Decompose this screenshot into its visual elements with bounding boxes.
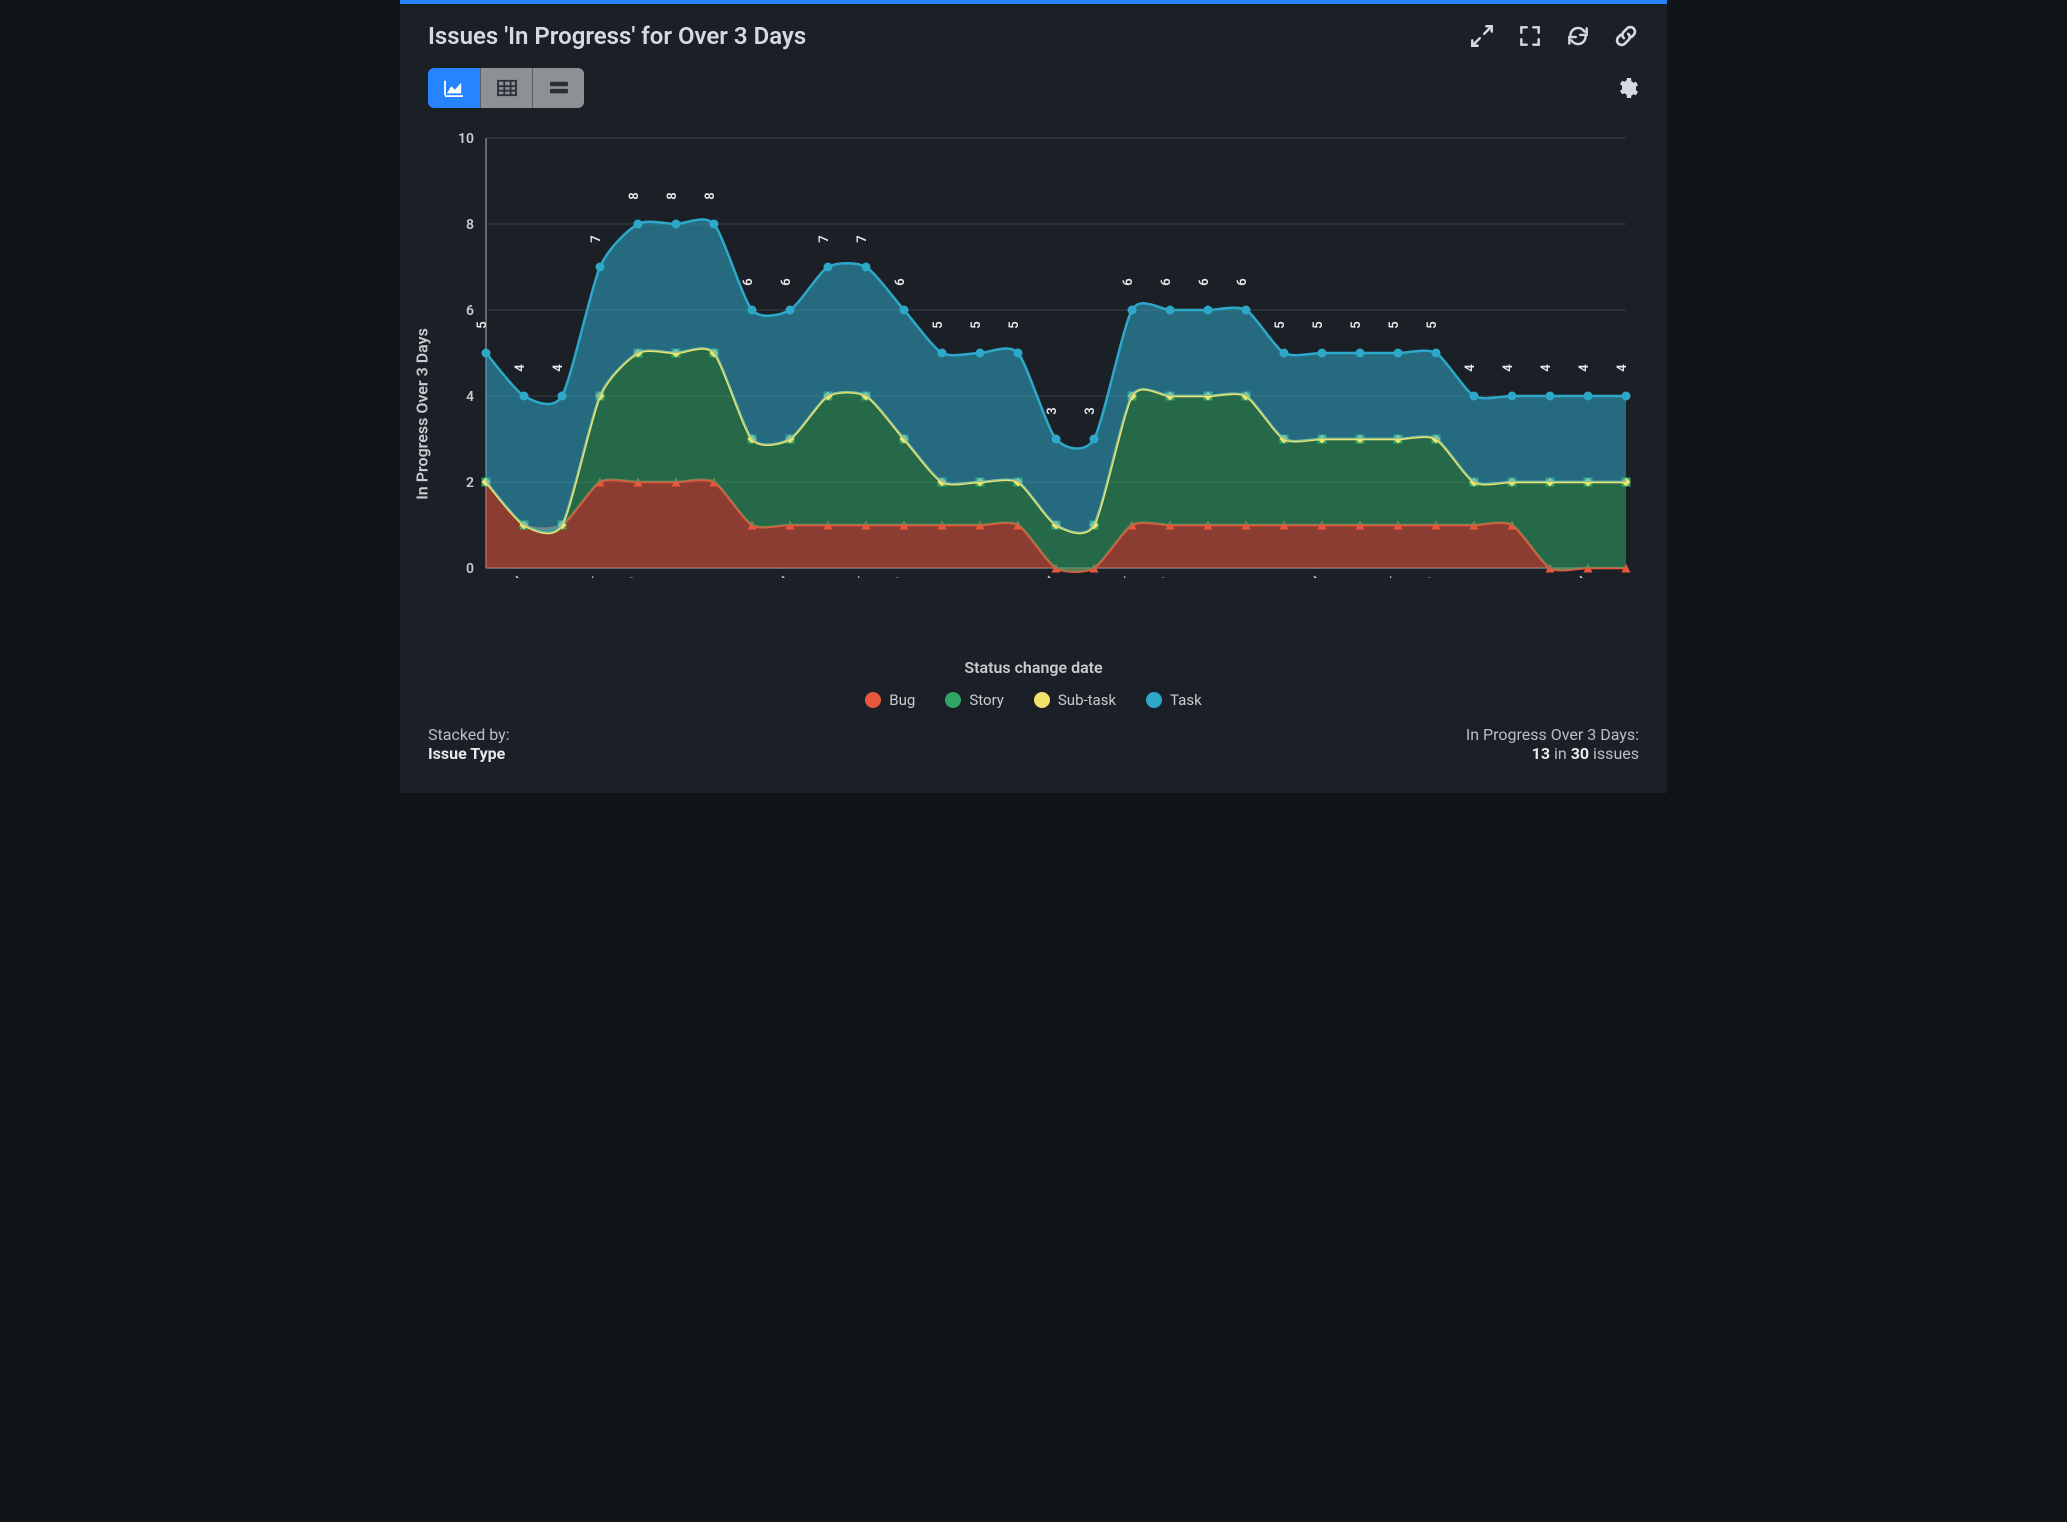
svg-text:5: 5 xyxy=(969,321,984,328)
svg-text:4: 4 xyxy=(513,364,528,372)
svg-text:Jul 26, Fri: Jul 26, Fri xyxy=(1350,574,1401,578)
y-axis-title: In Progress Over 3 Days xyxy=(413,328,432,500)
legend-swatch xyxy=(1034,692,1050,708)
stacked-by-value: Issue Type xyxy=(428,744,505,763)
summary-total: 30 xyxy=(1571,744,1589,763)
stacked-area-chart[interactable]: 02468105447888667765553366665555544444Ju… xyxy=(428,118,1636,578)
summary-block: In Progress Over 3 Days: 13 in 30 issues xyxy=(1466,725,1639,763)
panel-footer: Stacked by: Issue Type In Progress Over … xyxy=(400,709,1667,763)
svg-text:7: 7 xyxy=(855,235,870,242)
svg-text:5: 5 xyxy=(1007,321,1022,328)
svg-text:6: 6 xyxy=(1235,278,1250,285)
legend-label: Bug xyxy=(889,691,915,709)
svg-text:Jul 4, Thu: Jul 4, Thu xyxy=(514,574,565,578)
svg-text:4: 4 xyxy=(1501,364,1516,372)
table-icon xyxy=(496,79,518,97)
svg-text:Jul 19, Fri: Jul 19, Fri xyxy=(1084,574,1135,578)
svg-text:5: 5 xyxy=(1387,321,1402,328)
svg-text:5: 5 xyxy=(475,321,490,328)
svg-text:Jul 5, Fri: Jul 5, Fri xyxy=(557,574,603,578)
summary-count: 13 xyxy=(1532,744,1550,763)
chart-legend: Bug Story Sub-task Task xyxy=(428,691,1639,709)
svg-text:0: 0 xyxy=(466,561,474,577)
stacked-by-label: Stacked by: xyxy=(428,725,510,744)
svg-text:3: 3 xyxy=(1083,407,1098,414)
svg-text:5: 5 xyxy=(931,321,946,328)
svg-text:8: 8 xyxy=(627,192,642,199)
svg-text:4: 4 xyxy=(466,389,474,405)
legend-swatch xyxy=(1146,692,1162,708)
svg-text:Jul 2, Tue: Jul 2, Tue xyxy=(439,574,489,578)
svg-text:4: 4 xyxy=(1577,364,1592,372)
svg-text:6: 6 xyxy=(1197,278,1212,285)
legend-swatch xyxy=(945,692,961,708)
svg-text:4: 4 xyxy=(1539,364,1554,372)
svg-text:3: 3 xyxy=(1045,407,1060,414)
svg-text:6: 6 xyxy=(741,278,756,285)
svg-text:6: 6 xyxy=(893,278,908,285)
svg-text:5: 5 xyxy=(1311,321,1326,328)
summary-suffix: issues xyxy=(1589,744,1639,763)
legend-swatch xyxy=(865,692,881,708)
svg-text:8: 8 xyxy=(665,192,680,199)
svg-text:8: 8 xyxy=(703,192,718,199)
svg-text:Jul 7, Sun: Jul 7, Sun xyxy=(628,574,679,578)
legend-label: Sub-task xyxy=(1058,691,1116,709)
chart-container: In Progress Over 3 Days 0246810544788866… xyxy=(428,118,1639,709)
svg-text:5: 5 xyxy=(1425,321,1440,328)
svg-text:6: 6 xyxy=(1121,278,1136,285)
legend-item-sub-task[interactable]: Sub-task xyxy=(1034,691,1116,709)
legend-label: Task xyxy=(1170,691,1202,709)
svg-text:8: 8 xyxy=(466,217,474,233)
view-toggle-list[interactable] xyxy=(532,68,584,108)
summary-label: In Progress Over 3 Days: xyxy=(1466,725,1639,744)
svg-text:6: 6 xyxy=(779,278,794,285)
panel-header: Issues 'In Progress' for Over 3 Days xyxy=(400,4,1667,58)
svg-text:4: 4 xyxy=(1615,364,1630,372)
svg-text:5: 5 xyxy=(1349,321,1364,328)
dashboard-panel: Issues 'In Progress' for Over 3 Days xyxy=(400,0,1667,793)
svg-text:Jul 9, Tue: Jul 9, Tue xyxy=(705,574,755,578)
collapse-icon[interactable] xyxy=(1469,23,1495,49)
stacked-by-block: Stacked by: Issue Type xyxy=(428,725,510,763)
view-toggle-group xyxy=(428,68,584,108)
svg-text:10: 10 xyxy=(458,131,474,147)
svg-text:4: 4 xyxy=(1463,364,1478,372)
svg-text:6: 6 xyxy=(466,303,474,319)
svg-text:7: 7 xyxy=(589,235,604,242)
legend-item-bug[interactable]: Bug xyxy=(865,691,915,709)
link-icon[interactable] xyxy=(1613,23,1639,49)
legend-item-story[interactable]: Story xyxy=(945,691,1004,709)
area-chart-icon xyxy=(443,79,465,97)
svg-text:4: 4 xyxy=(551,364,566,372)
svg-text:2: 2 xyxy=(466,475,474,491)
svg-text:7: 7 xyxy=(817,235,832,242)
header-action-icons xyxy=(1469,23,1639,49)
legend-label: Story xyxy=(969,691,1004,709)
svg-text:Jul 8, Mon: Jul 8, Mon xyxy=(663,574,716,578)
svg-text:Jul 6, Sat: Jul 6, Sat xyxy=(592,574,641,578)
svg-text:6: 6 xyxy=(1159,278,1174,285)
summary-line: 13 in 30 issues xyxy=(1466,744,1639,763)
view-toggle-chart[interactable] xyxy=(428,68,480,108)
summary-mid: in xyxy=(1550,744,1571,763)
svg-text:5: 5 xyxy=(1273,321,1288,328)
svg-text:Jul 12, Fri: Jul 12, Fri xyxy=(818,574,869,578)
panel-toolbar xyxy=(400,58,1667,108)
refresh-icon[interactable] xyxy=(1565,23,1591,49)
svg-text:Jul 3, Wed: Jul 3, Wed xyxy=(474,574,527,578)
fullscreen-icon[interactable] xyxy=(1517,23,1543,49)
legend-item-task[interactable]: Task xyxy=(1146,691,1202,709)
gear-icon[interactable] xyxy=(1615,76,1639,100)
view-toggle-table[interactable] xyxy=(480,68,532,108)
list-icon xyxy=(548,79,570,97)
x-axis-title: Status change date xyxy=(428,658,1639,677)
panel-title: Issues 'In Progress' for Over 3 Days xyxy=(428,22,806,50)
